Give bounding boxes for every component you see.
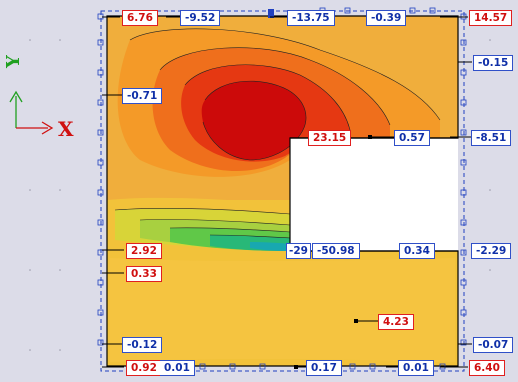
- contour-level-5: [201, 81, 307, 160]
- value-label: -0.12: [122, 337, 163, 353]
- value-label: 0.01: [398, 360, 434, 376]
- support-boundary: [100, 10, 465, 372]
- value-label: -13.75: [287, 10, 335, 26]
- value-label: 0.01: [160, 360, 195, 376]
- value-label: -29: [286, 243, 311, 259]
- value-label: 0.92: [126, 360, 162, 376]
- value-label: -9.52: [180, 10, 221, 26]
- value-label: -50.98: [312, 243, 360, 259]
- value-label: -0.71: [122, 88, 163, 104]
- value-label: 14.57: [469, 10, 513, 26]
- axis-glyph: [9, 90, 23, 128]
- value-label: 0.33: [126, 266, 162, 282]
- value-label: 0.17: [306, 360, 342, 376]
- contour-level-11: [250, 242, 290, 251]
- x-axis-label: X: [58, 117, 74, 141]
- leader-lines: [102, 16, 472, 368]
- value-label: 23.15: [308, 130, 352, 146]
- value-label: 4.23: [378, 314, 414, 330]
- value-label: -0.39: [366, 10, 407, 26]
- plate-opening: [290, 138, 458, 251]
- value-label: -0.07: [473, 337, 514, 353]
- value-label: 6.76: [122, 10, 158, 26]
- contour-lower-inner: [110, 258, 455, 362]
- value-label: 2.92: [126, 243, 162, 259]
- leader-points: [294, 135, 372, 369]
- y-axis-label: Y: [3, 55, 24, 68]
- value-label: 0.57: [394, 130, 430, 146]
- value-label: 0.34: [399, 243, 435, 259]
- axis-glyph-x: [16, 121, 54, 135]
- value-label: 6.40: [469, 360, 505, 376]
- value-label: -8.51: [471, 130, 512, 146]
- value-label: -2.29: [471, 243, 512, 259]
- support-marker: [268, 9, 274, 18]
- contour-fill: [107, 16, 458, 366]
- contour-lines: [114, 28, 441, 239]
- value-label: -0.15: [473, 55, 514, 71]
